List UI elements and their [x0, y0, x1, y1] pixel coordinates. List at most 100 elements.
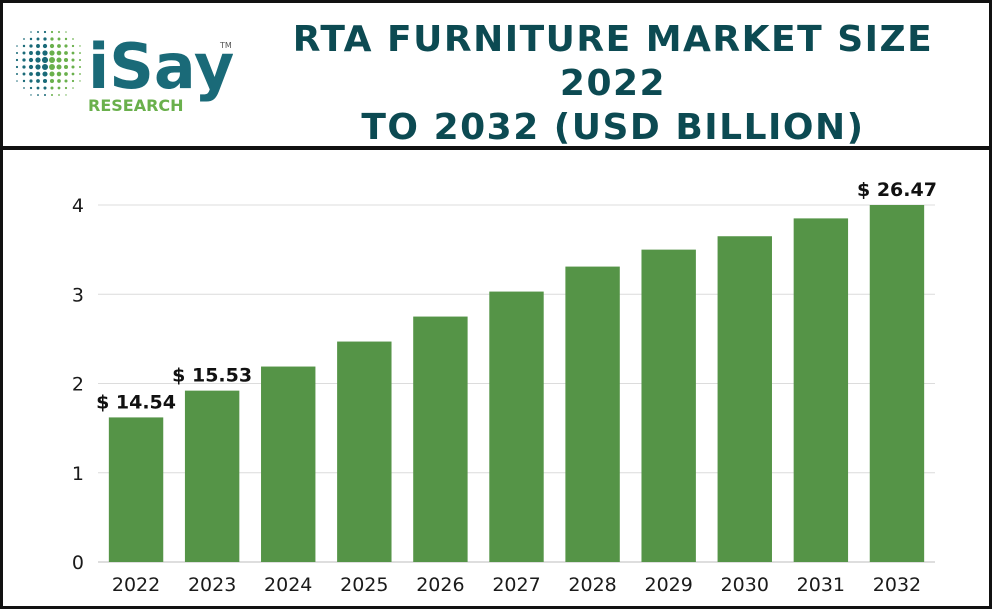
- logo-dot: [71, 51, 75, 55]
- logo-dot: [22, 72, 26, 76]
- logo-dot: [64, 44, 68, 48]
- logo-dot: [65, 94, 67, 96]
- logo-dot: [37, 31, 39, 33]
- logo-dot: [57, 44, 61, 48]
- bar-2026: [413, 316, 468, 562]
- logo-dot: [64, 86, 68, 90]
- y-tick-label: 4: [72, 195, 84, 217]
- logo-subtitle: RESEARCH: [88, 96, 184, 115]
- logo-dot: [71, 72, 75, 76]
- bar-2030: [717, 236, 772, 563]
- logo-dot: [71, 44, 75, 48]
- bar-2025: [337, 341, 392, 562]
- y-tick-label: 1: [72, 463, 84, 485]
- logo-dot: [30, 31, 32, 33]
- logo-dot: [58, 31, 60, 33]
- logo-dot: [56, 64, 62, 70]
- isay-research-logo: iSay TM RESEARCH: [15, 30, 233, 115]
- logo-dot: [42, 50, 48, 56]
- logo-dot: [23, 38, 25, 40]
- logo-dot: [36, 79, 40, 83]
- logo-dot: [29, 79, 33, 83]
- logo-dot: [15, 58, 19, 62]
- logo-dot: [23, 87, 25, 89]
- logo-dot: [22, 65, 26, 69]
- y-tick-label: 2: [72, 374, 84, 396]
- logo-dot: [35, 50, 41, 56]
- bar-2027: [489, 291, 544, 562]
- logo-dot: [41, 63, 49, 71]
- x-tick-label: 2030: [721, 574, 769, 596]
- logo-dot: [35, 57, 41, 63]
- logo-dot: [43, 30, 47, 34]
- x-tick-label: 2023: [188, 574, 236, 596]
- bar-chart: 0 1 2 3 4 2022 2023 2024 2025 2026 2027 2028 2029 20…: [72, 179, 937, 596]
- logo-dot: [35, 64, 41, 70]
- logo-dot: [64, 72, 68, 76]
- x-tick-label: 2031: [797, 574, 845, 596]
- x-tick-label: 2028: [568, 574, 616, 596]
- bar-2023: [184, 390, 240, 562]
- logo-dot: [79, 52, 81, 54]
- logo-dot: [78, 65, 82, 69]
- logo-dot: [71, 65, 75, 69]
- logo-dot: [72, 38, 74, 40]
- chart-title-line-1: RTA FURNITURE MARKET SIZE 2022: [292, 19, 934, 104]
- x-tick-label: 2024: [264, 574, 312, 596]
- logo-dot: [56, 71, 62, 77]
- logo-dot: [63, 57, 69, 63]
- logo-trademark: TM: [219, 41, 232, 50]
- logo-dot: [15, 65, 19, 69]
- logo-dot: [79, 45, 81, 47]
- logo-dot: [29, 44, 33, 48]
- logo-dot: [58, 94, 60, 96]
- logo-dot: [64, 51, 68, 55]
- logo-dot: [16, 45, 18, 47]
- logo-dot: [71, 79, 75, 83]
- logo-dot: [41, 56, 49, 64]
- logo-dot: [37, 94, 39, 96]
- logo-dot: [49, 78, 55, 84]
- logo-dot: [63, 64, 69, 70]
- logo-dot: [50, 30, 54, 34]
- logo-dot: [30, 94, 32, 96]
- logo-dot: [49, 64, 55, 70]
- logo-dot: [29, 72, 33, 76]
- logo-dot: [43, 86, 47, 90]
- bar-2022: [108, 417, 164, 562]
- logo-dot: [43, 37, 47, 41]
- logo-dot: [48, 56, 56, 64]
- data-label: $ 14.54: [96, 391, 176, 413]
- logo-dot: [79, 80, 81, 82]
- logo-dot: [64, 79, 68, 83]
- logo-dot: [56, 57, 62, 63]
- logo-dot: [28, 57, 34, 63]
- logo-dot: [49, 43, 55, 49]
- bar-2028: [565, 266, 620, 562]
- logo-dot: [65, 31, 67, 33]
- data-label: $ 26.47: [857, 179, 937, 201]
- logo-dot: [50, 93, 54, 97]
- logo-dot: [64, 37, 68, 41]
- logo-dot: [49, 71, 55, 77]
- y-tick-label: 0: [72, 552, 84, 574]
- logo-dot: [49, 50, 55, 56]
- chart-title-line-2: TO 2032 (USD BILLION): [361, 107, 865, 148]
- x-tick-label: 2025: [340, 574, 388, 596]
- logo-dot: [50, 86, 54, 90]
- logo-dot: [78, 58, 82, 62]
- bar-2024: [261, 366, 316, 562]
- logo-dot: [36, 44, 40, 48]
- logo-dot: [56, 50, 62, 56]
- logo-dot: [57, 79, 61, 83]
- x-tick-label: 2032: [873, 574, 921, 596]
- logo-wordmark: iSay: [88, 30, 233, 103]
- x-tick-label: 2022: [112, 574, 160, 596]
- logo-dot: [29, 51, 33, 55]
- logo-dot: [71, 58, 75, 62]
- logo-dot: [72, 87, 74, 89]
- x-tick-label: 2027: [492, 574, 540, 596]
- logo-dot: [43, 93, 47, 97]
- logo-dot: [42, 71, 48, 77]
- logo-dot: [29, 37, 33, 41]
